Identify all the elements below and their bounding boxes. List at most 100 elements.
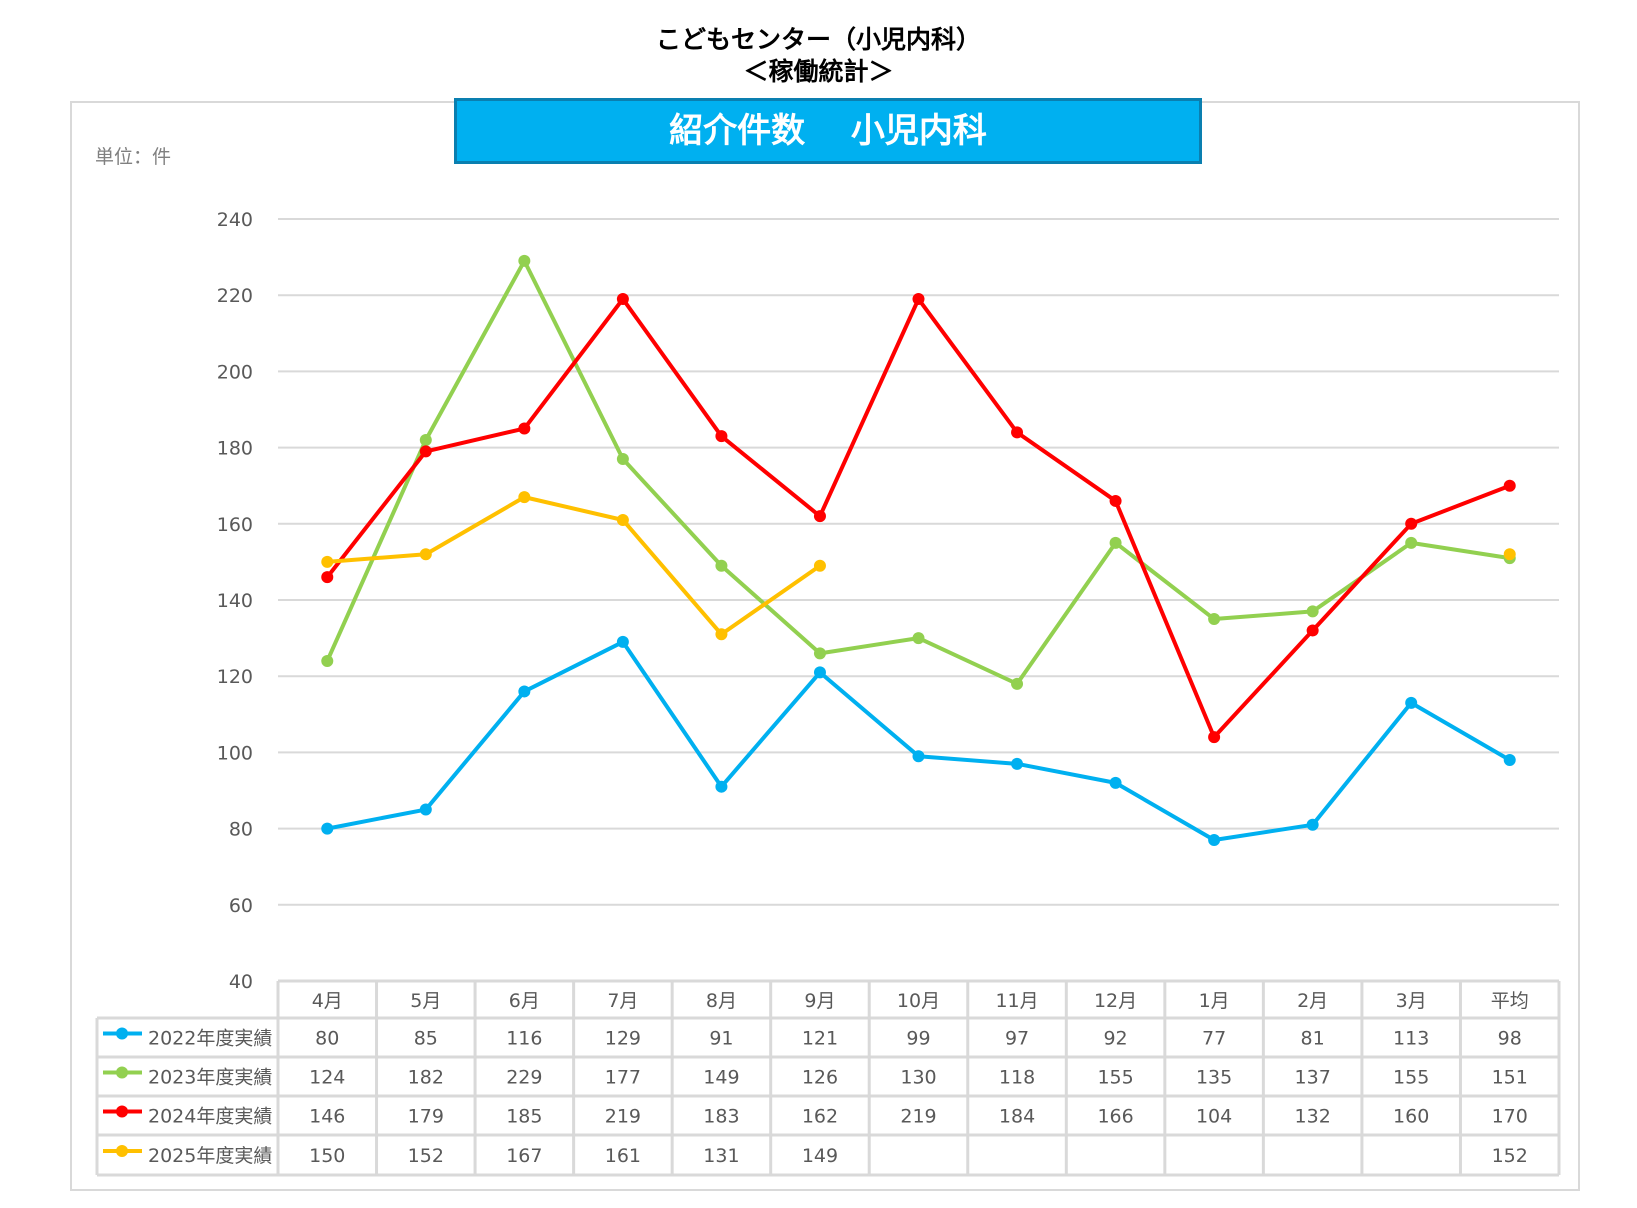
data-table-value: 113	[1393, 1028, 1429, 1050]
data-table-value: 97	[1005, 1028, 1029, 1050]
data-point	[1503, 754, 1516, 767]
chart-title: 紹介件数 小児内科	[454, 98, 1202, 164]
data-point	[1405, 517, 1418, 530]
x-tick-label: 11月	[995, 990, 1038, 1012]
x-tick-label: 1月	[1199, 990, 1230, 1012]
data-point	[419, 803, 432, 816]
series-line	[325, 297, 1511, 740]
data-point	[1109, 536, 1122, 549]
data-table-value: 131	[703, 1145, 739, 1167]
data-table-value: 160	[1393, 1106, 1429, 1128]
data-point	[715, 430, 728, 443]
data-table-value: 170	[1492, 1106, 1528, 1128]
data-point	[616, 453, 629, 466]
data-table-value: 104	[1196, 1106, 1232, 1128]
data-table-value: 184	[999, 1106, 1035, 1128]
data-point	[1208, 834, 1221, 847]
data-table-value: 91	[709, 1028, 733, 1050]
x-tick-label: 4月	[312, 990, 343, 1012]
x-tick-label: 2月	[1297, 990, 1328, 1012]
data-point	[321, 571, 334, 584]
data-table-value: 132	[1295, 1106, 1331, 1128]
data-table-value: 167	[506, 1145, 542, 1167]
x-tick-label: 8月	[706, 990, 737, 1012]
x-tick-label: 7月	[607, 990, 638, 1012]
data-table-value: 162	[802, 1106, 838, 1128]
data-table-value: 146	[309, 1106, 345, 1128]
data-table-value: 185	[506, 1106, 542, 1128]
data-table-value: 77	[1202, 1028, 1226, 1050]
data-point	[813, 666, 826, 679]
data-point	[813, 647, 826, 660]
data-point	[715, 628, 728, 641]
data-table-value: 229	[506, 1067, 542, 1089]
legend-marker	[116, 1105, 128, 1118]
y-tick-label: 180	[217, 438, 253, 460]
data-point	[1405, 536, 1418, 549]
page-subtitle: ＜稼働統計＞	[743, 57, 894, 86]
data-table-value: 152	[408, 1145, 444, 1167]
data-point	[1306, 818, 1319, 831]
y-tick-label: 100	[217, 742, 253, 764]
data-point	[813, 510, 826, 523]
x-tick-label: 10月	[897, 990, 940, 1012]
data-table-value: 179	[408, 1106, 444, 1128]
data-point	[518, 491, 531, 504]
data-table-value: 177	[605, 1067, 641, 1089]
data-table-value: 152	[1492, 1145, 1528, 1167]
data-point	[912, 750, 925, 763]
data-table-value: 155	[1393, 1067, 1429, 1089]
data-point	[1503, 479, 1516, 492]
data-point	[1405, 696, 1418, 709]
data-table-value: 149	[802, 1145, 838, 1167]
x-tick-label: 3月	[1396, 990, 1427, 1012]
data-point	[419, 433, 432, 446]
series-line	[327, 495, 822, 637]
data-point	[419, 445, 432, 458]
data-table-value: 183	[703, 1106, 739, 1128]
data-table-value: 121	[802, 1028, 838, 1050]
page-title: こどもセンター（小児内科）	[655, 25, 981, 54]
y-tick-label: 120	[217, 666, 253, 688]
series-line	[326, 639, 1511, 843]
x-tick-label: 6月	[509, 990, 540, 1012]
data-point	[321, 822, 334, 835]
x-tick-label: 5月	[410, 990, 441, 1012]
data-table-value: 150	[309, 1145, 345, 1167]
y-tick-label: 140	[217, 590, 253, 612]
data-point	[1109, 776, 1122, 789]
data-point	[1011, 426, 1024, 439]
x-tick-label: 平均	[1491, 990, 1529, 1012]
data-table-value: 124	[309, 1067, 345, 1089]
x-tick-label: 9月	[804, 990, 835, 1012]
legend-marker	[116, 1027, 128, 1040]
data-table-value: 99	[906, 1028, 930, 1050]
unit-label: 単位：件	[95, 146, 172, 168]
series-line	[325, 258, 1511, 686]
data-table-value: 129	[605, 1028, 641, 1050]
data-table-value: 135	[1196, 1067, 1232, 1089]
legend-label: 2025年度実績	[148, 1145, 272, 1167]
data-point	[518, 685, 531, 698]
data-point	[813, 559, 826, 572]
data-point	[1208, 731, 1221, 744]
data-point	[715, 559, 728, 572]
data-point	[1011, 677, 1024, 690]
x-tick-label: 12月	[1094, 990, 1137, 1012]
legend-marker	[116, 1145, 128, 1157]
data-table-value: 116	[506, 1028, 542, 1050]
data-point	[1011, 757, 1024, 770]
data-point	[419, 548, 432, 561]
data-point	[1306, 605, 1319, 618]
data-point	[518, 422, 531, 435]
data-table-value: 81	[1301, 1028, 1325, 1050]
data-point	[518, 254, 531, 267]
data-point	[616, 293, 629, 306]
data-table-value: 98	[1498, 1028, 1522, 1050]
data-table-value: 219	[605, 1106, 641, 1128]
data-table-value: 118	[999, 1067, 1035, 1089]
y-tick-label: 240	[217, 209, 253, 231]
data-table-value: 149	[703, 1067, 739, 1089]
legend-label: 2024年度実績	[148, 1106, 272, 1128]
